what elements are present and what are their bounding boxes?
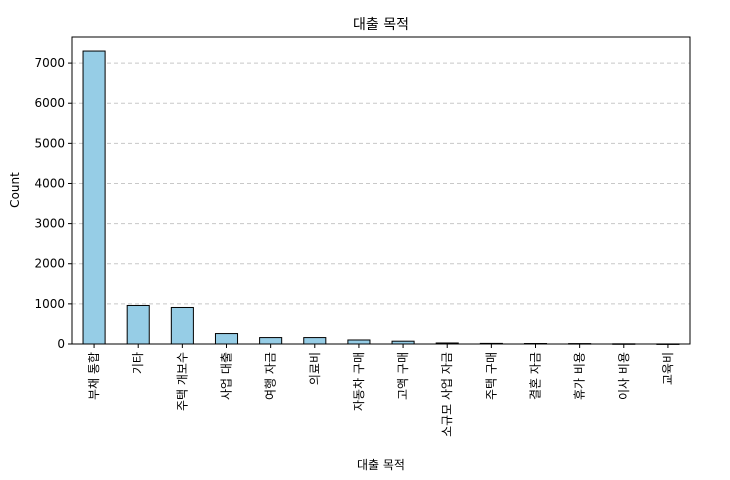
bar xyxy=(82,50,106,345)
x-tick-label: 기타 xyxy=(131,352,145,374)
y-tick-label: 6000 xyxy=(34,96,65,110)
bar xyxy=(347,339,371,345)
chart-title: 대출 목적 xyxy=(353,17,409,33)
y-tick-label: 1000 xyxy=(34,297,65,311)
x-tick-label: 교육비 xyxy=(661,352,675,385)
bar xyxy=(170,306,194,345)
x-tick-label: 결혼 자금 xyxy=(529,352,543,400)
bar xyxy=(303,337,327,345)
bar xyxy=(214,333,239,345)
y-tick-label: 4000 xyxy=(34,176,65,190)
y-tick-label: 3000 xyxy=(34,217,65,231)
y-axis-ticks: 0 1000 2000 3000 4000 5000 6000 7000 xyxy=(34,56,72,351)
x-tick-label: 의료비 xyxy=(308,352,322,385)
y-tick-label: 5000 xyxy=(34,136,65,150)
x-tick-label: 휴가 비용 xyxy=(573,352,587,400)
bar xyxy=(126,304,150,345)
x-tick-label: 자동차 구매 xyxy=(352,352,366,411)
y-tick-label: 7000 xyxy=(34,56,65,70)
x-tick-label: 사업 대출 xyxy=(220,352,234,400)
x-tick-label: 소규모 사업 자금 xyxy=(440,352,454,437)
plot-frame xyxy=(71,36,691,345)
bars xyxy=(82,50,680,345)
x-tick-label: 주택 개보수 xyxy=(175,352,189,411)
x-tick-label: 부채 통합 xyxy=(87,352,101,400)
x-tick-label: 주택 구매 xyxy=(484,352,498,400)
y-tick-label: 0 xyxy=(57,337,65,351)
x-axis-label: 대출 목적 xyxy=(357,458,405,472)
grid-lines xyxy=(72,62,690,305)
bar xyxy=(259,337,283,345)
y-tick-label: 2000 xyxy=(34,257,65,271)
x-tick-label: 고액 구매 xyxy=(396,352,410,400)
x-tick-label: 여행 자금 xyxy=(263,352,278,400)
y-axis-label: Count xyxy=(8,172,22,208)
x-axis-ticks: 부채 통합 기타 주택 개보수 사업 대출 여행 자금 의료비 자동차 구매 고액 구매 소규모… xyxy=(87,344,675,437)
x-tick-label: 이사 비용 xyxy=(617,352,631,400)
